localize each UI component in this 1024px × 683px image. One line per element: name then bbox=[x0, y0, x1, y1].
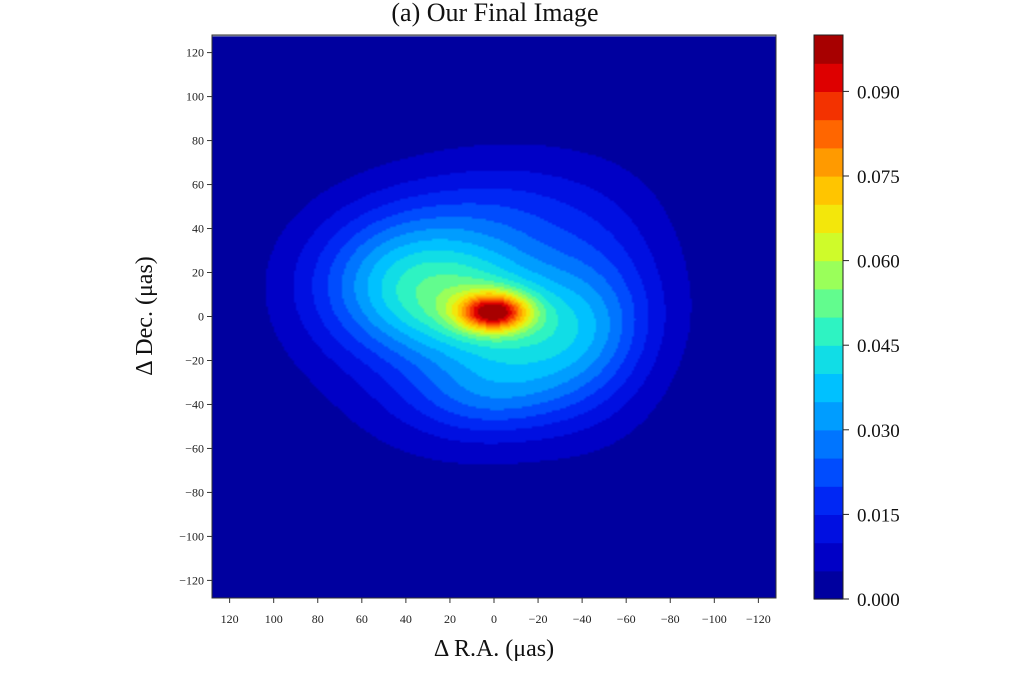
colorbar-level bbox=[814, 514, 843, 544]
colorbar-level bbox=[814, 232, 843, 262]
y-tick-label: −20 bbox=[185, 353, 204, 367]
colorbar-tick-label: 0.000 bbox=[857, 590, 900, 611]
colorbar-level bbox=[814, 429, 843, 459]
colorbar-tick-label: 0.075 bbox=[857, 167, 900, 188]
x-tick-label: 0 bbox=[491, 612, 497, 626]
colorbar-level bbox=[814, 91, 843, 121]
colorbar-level bbox=[814, 486, 843, 515]
y-tick-label: −80 bbox=[185, 485, 204, 499]
colorbar-level bbox=[814, 63, 843, 92]
x-tick-label: 60 bbox=[356, 612, 368, 626]
y-tick-label: 60 bbox=[192, 178, 204, 192]
colorbar-frame bbox=[813, 34, 844, 600]
chart-title: (a) Our Final Image bbox=[391, 0, 598, 27]
x-tick-label: −40 bbox=[573, 612, 592, 626]
x-tick-label: 40 bbox=[400, 612, 412, 626]
colorbar-level bbox=[814, 288, 843, 318]
colorbar-level bbox=[814, 147, 843, 177]
x-tick-label: −80 bbox=[661, 612, 680, 626]
colorbar-level bbox=[814, 204, 843, 233]
colorbar bbox=[814, 35, 843, 600]
y-tick-label: −40 bbox=[185, 397, 204, 411]
y-tick-label: −60 bbox=[185, 441, 204, 455]
y-tick-label: 20 bbox=[192, 266, 204, 280]
x-axis-label: Δ R.A. (μas) bbox=[434, 636, 554, 662]
y-tick-label: 40 bbox=[192, 222, 204, 236]
colorbar-tick-label: 0.045 bbox=[857, 336, 900, 357]
colorbar-level bbox=[814, 570, 843, 600]
colorbar-level bbox=[814, 119, 843, 149]
x-tick-label: −120 bbox=[746, 612, 771, 626]
x-tick-label: 120 bbox=[221, 612, 239, 626]
y-axis-ticks: 120 100 80 60 40 20 0 −20 −40 −60 −80 −100 −120 bbox=[179, 46, 212, 587]
colorbar-level bbox=[814, 458, 843, 487]
colorbar-tick-label: 0.015 bbox=[857, 505, 900, 526]
colorbar-level bbox=[814, 35, 843, 64]
x-axis-ticks: 120 100 80 60 40 20 0 −20 −40 −60 −80 −100 −120 bbox=[221, 598, 771, 626]
colorbar-level bbox=[814, 260, 843, 290]
y-axis-label: Δ Dec. (μas) bbox=[132, 256, 158, 376]
y-tick-label: 0 bbox=[198, 310, 204, 324]
heatmap-image bbox=[212, 35, 776, 598]
colorbar-level bbox=[814, 317, 843, 346]
x-tick-label: −20 bbox=[529, 612, 548, 626]
x-tick-label: 20 bbox=[444, 612, 456, 626]
colorbar-tick-label: 0.060 bbox=[857, 252, 900, 273]
colorbar-level bbox=[814, 542, 843, 572]
colorbar-tick-label: 0.030 bbox=[857, 421, 900, 442]
y-tick-label: 100 bbox=[186, 90, 204, 104]
colorbar-level bbox=[814, 401, 843, 431]
x-tick-label: 100 bbox=[265, 612, 283, 626]
x-tick-label: −100 bbox=[702, 612, 727, 626]
colorbar-tick-label: 0.090 bbox=[857, 82, 900, 103]
colorbar-level bbox=[814, 373, 843, 403]
colorbar-level bbox=[814, 176, 843, 205]
x-tick-label: 80 bbox=[312, 612, 324, 626]
colorbar-ticks: 0.000 0.015 0.030 0.045 0.060 0.075 0.090 bbox=[843, 82, 900, 611]
y-tick-label: −100 bbox=[179, 529, 204, 543]
y-tick-label: 80 bbox=[192, 134, 204, 148]
x-tick-label: −60 bbox=[617, 612, 636, 626]
colorbar-level bbox=[814, 345, 843, 374]
y-tick-label: 120 bbox=[186, 46, 204, 60]
y-tick-label: −120 bbox=[179, 573, 204, 587]
